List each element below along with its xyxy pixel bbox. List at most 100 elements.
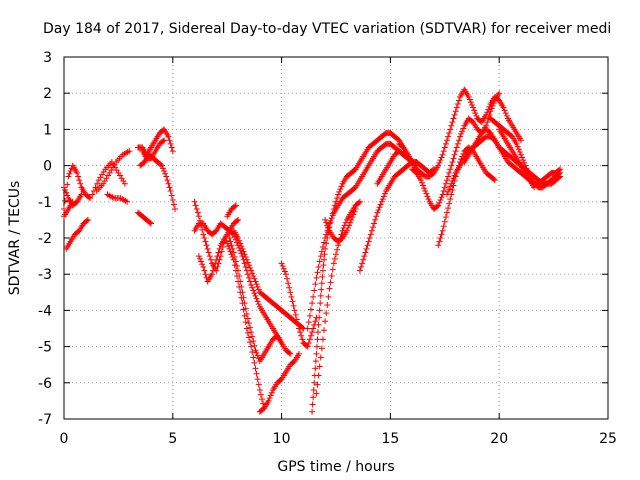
data-point bbox=[287, 350, 294, 357]
data-point bbox=[422, 187, 429, 194]
data-point bbox=[316, 363, 323, 370]
data-point bbox=[313, 350, 320, 357]
data-point bbox=[319, 244, 326, 251]
data-point bbox=[443, 177, 450, 184]
data-series bbox=[137, 151, 178, 213]
data-point bbox=[199, 261, 206, 268]
data-point bbox=[371, 220, 378, 227]
data-point bbox=[213, 267, 220, 274]
data-point bbox=[315, 329, 322, 336]
data-point bbox=[167, 140, 174, 147]
data-point bbox=[363, 245, 370, 252]
data-point bbox=[436, 159, 443, 166]
data-point bbox=[193, 206, 200, 213]
data-point bbox=[436, 238, 443, 245]
data-point bbox=[317, 292, 324, 299]
data-point bbox=[62, 187, 69, 194]
data-point bbox=[496, 90, 503, 97]
data-point bbox=[219, 244, 226, 251]
data-point bbox=[355, 199, 362, 206]
data-point bbox=[439, 151, 446, 158]
data-point bbox=[168, 192, 175, 199]
data-point bbox=[316, 258, 323, 265]
data-point bbox=[317, 354, 324, 361]
data-point bbox=[491, 177, 498, 184]
data-point bbox=[438, 194, 445, 201]
data-point bbox=[344, 225, 351, 232]
data-point bbox=[239, 245, 246, 252]
data-point bbox=[170, 201, 177, 208]
data-point bbox=[288, 293, 295, 300]
data-point bbox=[329, 266, 336, 273]
data-point bbox=[202, 271, 209, 278]
data-point bbox=[334, 195, 341, 202]
data-point bbox=[243, 256, 250, 263]
data-point bbox=[379, 196, 386, 203]
data-point bbox=[206, 253, 213, 260]
data-point bbox=[448, 180, 455, 187]
data-point bbox=[245, 274, 252, 281]
data-point bbox=[249, 349, 256, 356]
data-point bbox=[516, 149, 523, 156]
data-point bbox=[166, 137, 173, 144]
data-series bbox=[396, 86, 524, 180]
data-point bbox=[241, 300, 248, 307]
data-point bbox=[198, 222, 205, 229]
data-point bbox=[146, 219, 153, 226]
y-tick-label: 2 bbox=[43, 86, 52, 102]
data-point bbox=[348, 216, 355, 223]
data-point bbox=[458, 130, 465, 137]
data-point bbox=[437, 196, 444, 203]
data-point bbox=[322, 235, 329, 241]
data-point bbox=[362, 249, 369, 256]
y-tick-label: -4 bbox=[38, 303, 52, 319]
data-point bbox=[349, 214, 356, 221]
data-point bbox=[453, 144, 460, 151]
data-point bbox=[228, 242, 235, 249]
data-point bbox=[311, 379, 318, 386]
data-point bbox=[486, 111, 493, 118]
data-point bbox=[286, 349, 293, 356]
data-point bbox=[87, 195, 94, 202]
data-point bbox=[162, 170, 169, 177]
data-point bbox=[251, 290, 258, 297]
data-point bbox=[94, 180, 101, 187]
data-series bbox=[61, 162, 94, 213]
data-point bbox=[191, 198, 198, 205]
data-point bbox=[305, 339, 312, 346]
data-point bbox=[192, 202, 199, 209]
data-point bbox=[350, 211, 357, 218]
ticks: 0 5 10 15 20 25 -7 -6 -5 -4 -3 -2 -1 0 1 2 3 bbox=[38, 50, 617, 447]
data-point bbox=[338, 183, 345, 190]
data-point bbox=[484, 119, 491, 126]
data-point bbox=[287, 289, 294, 296]
data-point bbox=[310, 394, 317, 401]
data-point bbox=[251, 275, 258, 282]
data-point bbox=[449, 158, 456, 165]
data-point bbox=[425, 196, 432, 203]
data-point bbox=[158, 162, 165, 169]
data-point bbox=[304, 325, 311, 332]
data-point bbox=[157, 161, 164, 168]
data-point bbox=[321, 256, 328, 263]
data-point bbox=[61, 184, 67, 191]
data-point bbox=[446, 169, 453, 176]
data-point bbox=[437, 235, 444, 241]
chart-title: Day 184 of 2017, Sidereal Day-to-day VTE… bbox=[43, 21, 611, 37]
data-point bbox=[75, 173, 82, 180]
data-point bbox=[254, 352, 261, 359]
data-point bbox=[460, 125, 467, 132]
data-point bbox=[281, 268, 288, 275]
data-point bbox=[441, 144, 448, 151]
data-point bbox=[448, 122, 455, 129]
data-point bbox=[330, 260, 337, 267]
data-point bbox=[248, 329, 255, 336]
data-point bbox=[231, 203, 238, 210]
data-point bbox=[335, 191, 342, 198]
x-tick-label: 20 bbox=[490, 431, 508, 447]
data-point bbox=[473, 112, 480, 119]
data-point bbox=[256, 387, 263, 394]
data-point bbox=[364, 242, 371, 249]
data-series bbox=[61, 198, 76, 220]
data-point bbox=[434, 203, 441, 210]
